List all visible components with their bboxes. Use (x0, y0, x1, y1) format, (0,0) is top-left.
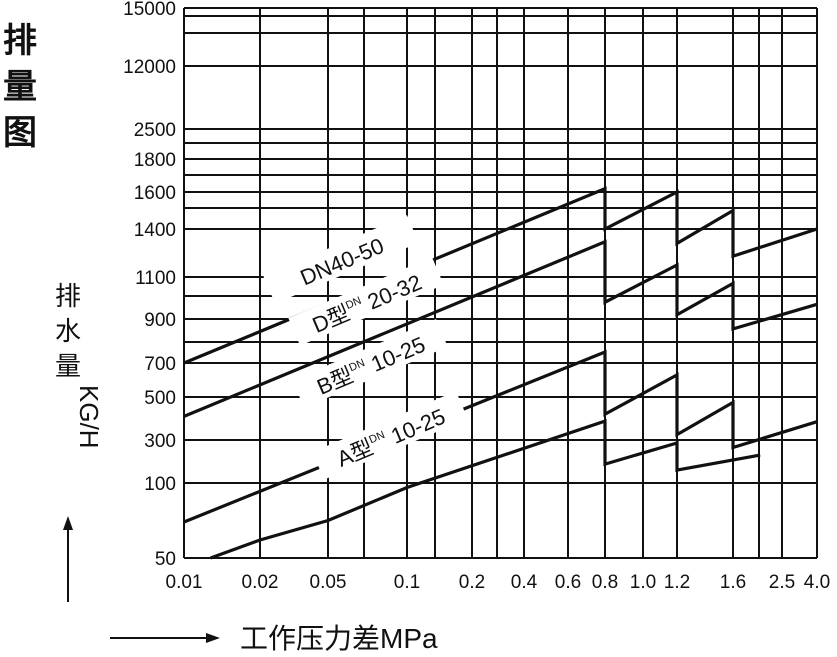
label-background (312, 391, 468, 480)
x-tick-label: 4.0 (804, 572, 830, 593)
y-tick-label: 700 (144, 354, 176, 375)
y-tick-label: 1400 (134, 220, 176, 241)
x-tick-label: 1.6 (720, 572, 746, 593)
x-tick-label: 0.05 (310, 572, 347, 593)
x-tick-label: 1.0 (630, 572, 656, 593)
series-label-text: DN40-50 (297, 233, 388, 290)
y-axis-unit: KG/H (74, 385, 104, 449)
x-axis-label: 工作压力差MPa (240, 623, 438, 654)
svg-text:图: 图 (3, 114, 37, 152)
series-label: A型DN 10-25 (312, 391, 468, 480)
grid (183, 7, 818, 559)
x-tick-label: 1.2 (664, 572, 690, 593)
y-tick-label: 500 (144, 388, 176, 409)
x-tick-label: 0.1 (394, 572, 420, 593)
y-tick-label: 300 (144, 431, 176, 452)
x-tick-label: 0.01 (166, 572, 203, 593)
label-background (292, 319, 448, 408)
y-tick-label: 12000 (123, 57, 176, 78)
y-tick-label: 50 (155, 549, 176, 570)
svg-text:排: 排 (55, 281, 81, 311)
svg-text:量: 量 (3, 68, 37, 106)
right-arrow-icon (110, 633, 220, 643)
y-tick-label: 15000 (123, 0, 176, 20)
svg-text:水: 水 (55, 316, 81, 346)
series-line (183, 239, 818, 418)
series-label: D型DN 20-32 (288, 257, 444, 346)
y-tick-label: 1100 (135, 268, 176, 289)
x-tick-label: 0.8 (592, 572, 618, 593)
series-lines (183, 186, 818, 560)
y-axis-label: 排 水 量 KG/H (55, 281, 104, 449)
series-line (210, 418, 761, 560)
series-line (183, 186, 818, 365)
y-tick-label: 900 (144, 310, 176, 331)
label-background (263, 215, 419, 304)
x-tick-label: 2.5 (769, 572, 795, 593)
y-tick-label: 1800 (134, 150, 176, 171)
y-tick-label: 2500 (134, 120, 176, 141)
x-tick-label: 0.4 (511, 572, 538, 593)
tick-labels: 0.01 0.02 0.05 0.1 0.2 0.4 0.6 0.8 1.0 1.2 1.6 2.5 4… (123, 0, 830, 593)
up-arrow-icon (63, 516, 73, 602)
svg-text:排: 排 (3, 22, 37, 60)
x-tick-label: 0.6 (555, 572, 581, 593)
svg-text:量: 量 (55, 351, 81, 381)
y-tick-label: 1600 (134, 183, 176, 204)
chart-title: 排 量 图 (3, 22, 37, 152)
x-tick-label: 0.02 (242, 572, 279, 593)
label-background (288, 257, 444, 346)
series-line (183, 349, 818, 524)
y-tick-label: 100 (144, 474, 176, 495)
x-tick-label: 0.2 (459, 572, 485, 593)
